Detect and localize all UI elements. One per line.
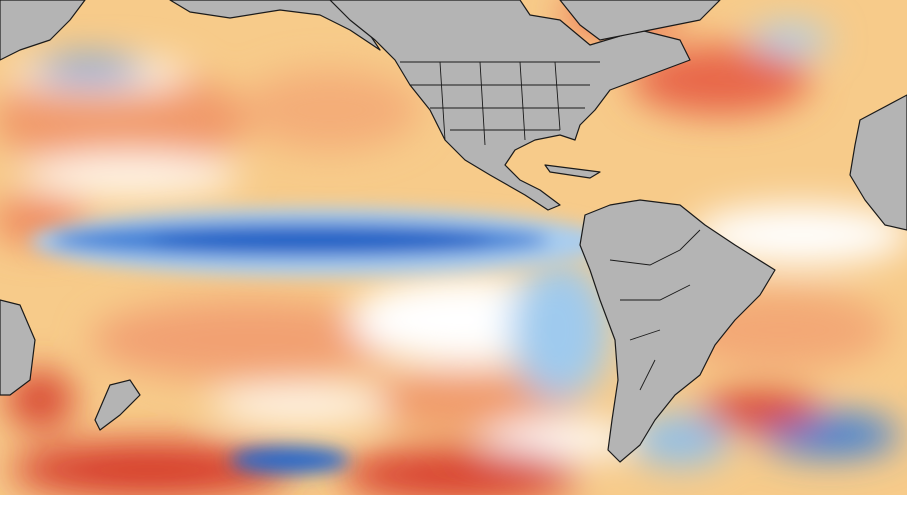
greenland: [559, 0, 721, 41]
equatorial-cold-tongue: [30, 208, 610, 474]
south-america: [579, 199, 776, 463]
us-states: [400, 61, 600, 146]
australia: [0, 299, 36, 396]
ice-edge: [0, 495, 907, 510]
sa-borders: [609, 229, 701, 391]
asia: [0, 0, 86, 61]
new-zealand: [94, 379, 141, 431]
cuba: [544, 164, 601, 179]
landmasses: [0, 0, 907, 463]
africa: [849, 94, 907, 231]
